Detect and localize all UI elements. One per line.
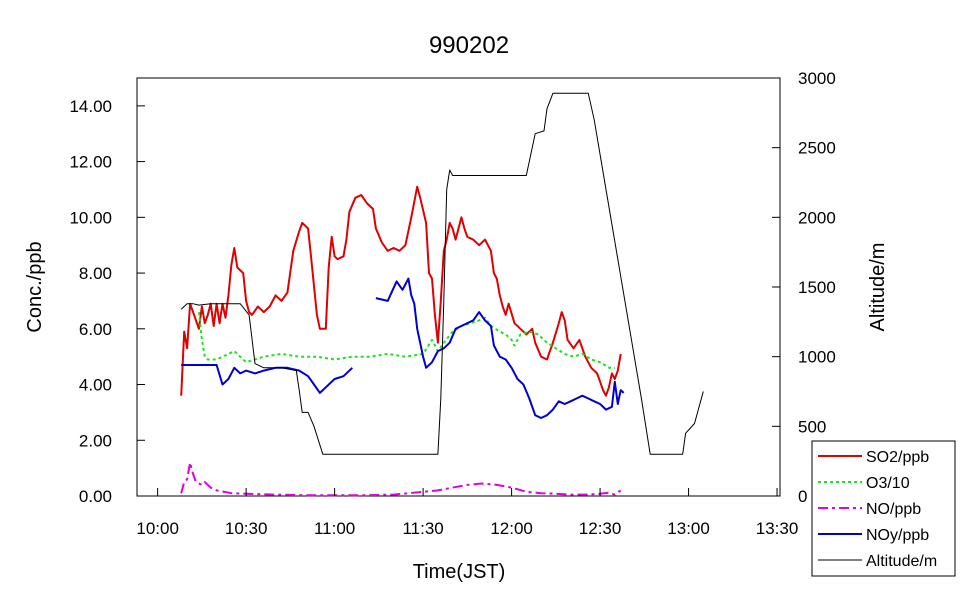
y-tick-label-3: 6.00 <box>79 320 112 339</box>
y2-tick-label-4: 2000 <box>798 208 836 227</box>
y2-axis-label: Altitude/m <box>867 243 889 332</box>
x-tick-label-6: 13:00 <box>667 519 710 538</box>
x-tick-label-5: 12:30 <box>579 519 622 538</box>
y2-tick-label-5: 2500 <box>798 139 836 158</box>
y-tick-label-6: 12.00 <box>69 153 112 172</box>
y-tick-label-7: 14.00 <box>69 97 112 116</box>
legend-label-3: NOy/ppb <box>866 527 929 544</box>
x-axis-label: Time(JST) <box>413 561 506 583</box>
y-axis-label: Conc./ppb <box>24 241 46 332</box>
legend-box <box>811 440 956 577</box>
x-tick-label-3: 11:30 <box>402 519 443 538</box>
legend-label-4: Altitude/m <box>866 553 937 570</box>
legend-label-0: SO2/ppb <box>866 449 929 466</box>
y-axis-right: 0 500 1000 1500 2000 2500 3000 <box>772 69 836 506</box>
series-layer <box>180 92 704 497</box>
y-axis-left: 0.00 2.00 4.00 6.00 8.00 10.00 12.00 14.00 <box>69 97 145 506</box>
plot-area <box>136 77 781 497</box>
y2-tick-label-1: 500 <box>798 417 826 436</box>
x-tick-label-2: 11:00 <box>314 519 355 538</box>
y2-tick-label-2: 1000 <box>798 348 836 367</box>
legend-label-2: NO/ppb <box>866 501 921 518</box>
plot-frame <box>136 77 781 497</box>
x-axis: 10:00 10:30 11:00 11:30 12:00 12:30 13:00 13:30 <box>136 488 798 538</box>
y2-tick-label-6: 3000 <box>798 69 836 88</box>
legend: SO2/ppb O3/10 NO/ppb NOy/ppb Altitude/m <box>811 440 956 577</box>
y2-tick-label-3: 1500 <box>798 278 836 297</box>
y-tick-label-5: 10.00 <box>69 208 112 227</box>
y-tick-label-2: 4.00 <box>79 376 112 395</box>
chart-title: 990202 <box>429 32 509 59</box>
series-line-o3-10 <box>197 311 615 369</box>
y-tick-label-4: 8.00 <box>79 264 112 283</box>
series-line-altitude-m <box>180 92 704 455</box>
series-line-so2-ppb <box>180 185 622 397</box>
x-tick-label-0: 10:00 <box>136 519 179 538</box>
x-tick-label-1: 10:30 <box>225 519 268 538</box>
y-tick-label-0: 0.00 <box>79 487 112 506</box>
legend-label-1: O3/10 <box>866 475 910 492</box>
x-tick-label-4: 12:00 <box>490 519 533 538</box>
y2-tick-label-0: 0 <box>798 487 807 506</box>
y-tick-label-1: 2.00 <box>79 431 112 450</box>
series-line-no-ppb <box>180 461 622 497</box>
x-tick-label-7: 13:30 <box>756 519 799 538</box>
